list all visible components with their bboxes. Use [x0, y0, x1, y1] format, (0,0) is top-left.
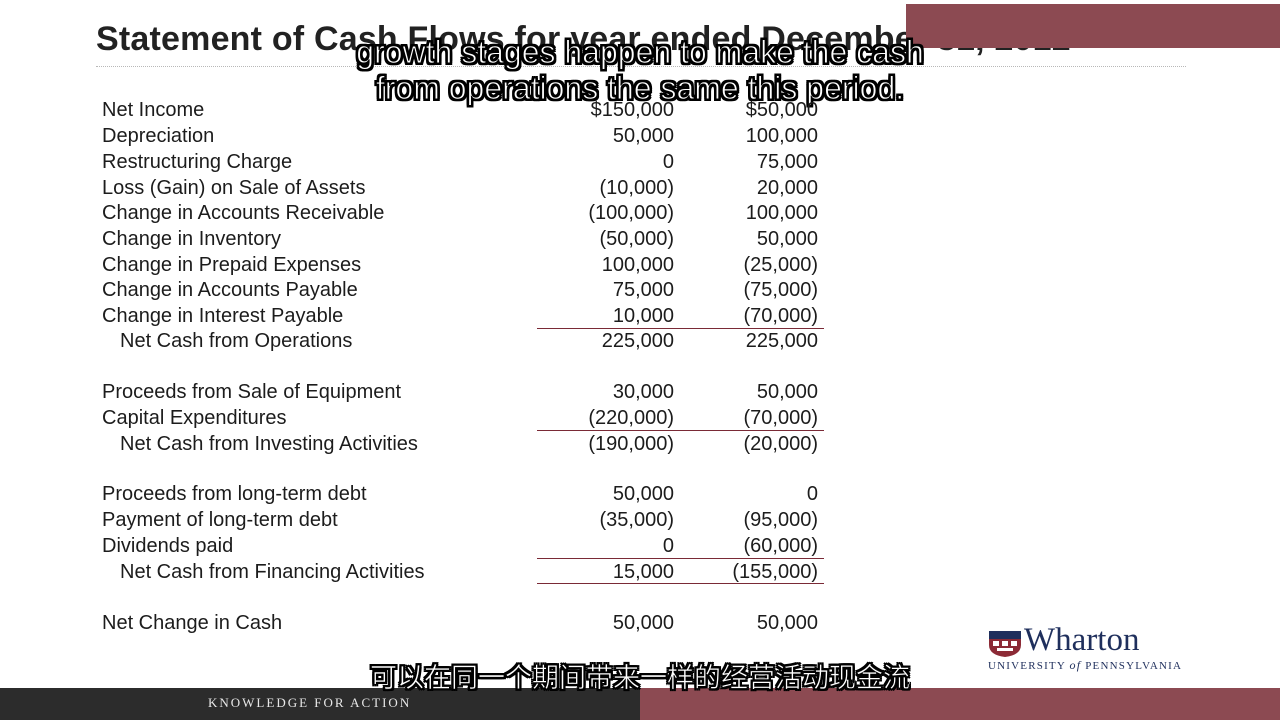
row-label: Change in Inventory: [102, 228, 282, 250]
value-col-1: 10,000: [612, 305, 674, 327]
row-net-change-cash: Net Change in Cash 50,000 50,000: [0, 611, 1280, 635]
value-col-1: (190,000): [588, 433, 674, 455]
footer-tagline: KNOWLEDGE FOR ACTION: [208, 695, 412, 710]
value-col-1: 0: [662, 151, 674, 173]
row-change-accounts-receivable: Change in Accounts Receivable (100,000) …: [0, 201, 1280, 225]
footer-bar-right: [640, 688, 1280, 720]
value-col-2: (25,000): [743, 254, 819, 276]
row-net-income: Net Income $150,000 $50,000: [0, 98, 1280, 122]
value-col-1: (35,000): [599, 509, 675, 531]
row-change-interest-payable: Change in Interest Payable 10,000 (70,00…: [0, 304, 1280, 328]
row-change-accounts-payable: Change in Accounts Payable 75,000 (75,00…: [0, 278, 1280, 302]
value-col-1: 50,000: [612, 612, 674, 634]
value-col-2: (75,000): [743, 279, 819, 301]
row-label: Net Cash from Operations: [120, 330, 353, 352]
shield-icon: [989, 631, 1021, 657]
row-change-inventory: Change in Inventory (50,000) 50,000: [0, 227, 1280, 251]
value-col-2: (70,000): [743, 407, 819, 429]
row-net-cash-operations: Net Cash from Operations 225,000 225,000: [0, 329, 1280, 353]
row-label: Proceeds from Sale of Equipment: [102, 381, 402, 403]
row-label: Net Cash from Investing Activities: [120, 433, 418, 455]
row-label: Loss (Gain) on Sale of Assets: [102, 177, 366, 199]
value-col-1: 50,000: [612, 483, 674, 505]
row-label: Change in Accounts Receivable: [102, 202, 385, 224]
subtotal-rule-financing-top: [537, 558, 824, 559]
value-col-2: 225,000: [745, 330, 818, 352]
value-col-2: (20,000): [743, 433, 819, 455]
row-net-cash-investing: Net Cash from Investing Activities (190,…: [0, 432, 1280, 456]
row-change-prepaid-expenses: Change in Prepaid Expenses 100,000 (25,0…: [0, 253, 1280, 277]
value-col-2: (155,000): [732, 561, 818, 583]
subtitle-chinese: 可以在同一个期间带来一样的经营活动现金流: [370, 663, 911, 695]
row-label: Proceeds from long-term debt: [102, 483, 367, 505]
value-col-1: (10,000): [599, 177, 675, 199]
row-capital-expenditures: Capital Expenditures (220,000) (70,000): [0, 406, 1280, 430]
row-proceeds-sale-equipment: Proceeds from Sale of Equipment 30,000 5…: [0, 380, 1280, 404]
row-label: Net Income: [102, 99, 205, 121]
subtitle-english-line2: from operations the same this period.: [375, 70, 905, 107]
value-col-2: (95,000): [743, 509, 819, 531]
row-loss-gain-sale-assets: Loss (Gain) on Sale of Assets (10,000) 2…: [0, 176, 1280, 200]
value-col-1: 30,000: [612, 381, 674, 403]
row-dividends-paid: Dividends paid 0 (60,000): [0, 534, 1280, 558]
value-col-1: 0: [662, 535, 674, 557]
value-col-2: 0: [806, 483, 818, 505]
value-col-2: 50,000: [756, 228, 818, 250]
row-label: Net Change in Cash: [102, 612, 283, 634]
row-label: Change in Accounts Payable: [102, 279, 358, 301]
value-col-1: 225,000: [601, 330, 674, 352]
value-col-2: 50,000: [756, 612, 818, 634]
row-net-cash-financing: Net Cash from Financing Activities 15,00…: [0, 560, 1280, 584]
subtitle-overlay-box: [906, 4, 1280, 48]
value-col-2: 50,000: [756, 381, 818, 403]
value-col-2: 75,000: [756, 151, 818, 173]
row-proceeds-long-term-debt: Proceeds from long-term debt 50,000 0: [0, 482, 1280, 506]
wharton-logo: Wharton UNIVERSITY of PENNSYLVANIA: [988, 622, 1194, 672]
subtotal-rule-investing: [537, 430, 824, 431]
value-col-1: 15,000: [612, 561, 674, 583]
row-label: Change in Prepaid Expenses: [102, 254, 362, 276]
value-col-2: 100,000: [745, 202, 818, 224]
row-label: Restructuring Charge: [102, 151, 293, 173]
value-col-1: $150,000: [590, 99, 674, 121]
value-col-1: 50,000: [612, 125, 674, 147]
row-label: Change in Interest Payable: [102, 305, 344, 327]
row-label: Dividends paid: [102, 535, 234, 557]
value-col-1: 100,000: [601, 254, 674, 276]
row-depreciation: Depreciation 50,000 100,000: [0, 124, 1280, 148]
subtotal-rule-operations: [537, 328, 824, 329]
value-col-1: (50,000): [599, 228, 675, 250]
logo-subtitle: UNIVERSITY of PENNSYLVANIA: [988, 658, 1183, 672]
row-label: Payment of long-term debt: [102, 509, 338, 531]
subtotal-rule-financing-bottom: [537, 583, 824, 584]
value-col-2: 20,000: [756, 177, 818, 199]
footer-bar-left: KNOWLEDGE FOR ACTION: [0, 688, 640, 720]
value-col-1: 75,000: [612, 279, 674, 301]
row-restructuring-charge: Restructuring Charge 0 75,000: [0, 150, 1280, 174]
row-payment-long-term-debt: Payment of long-term debt (35,000) (95,0…: [0, 508, 1280, 532]
row-label: Depreciation: [102, 125, 215, 147]
row-label: Capital Expenditures: [102, 407, 287, 429]
title-divider: [96, 66, 1186, 67]
value-col-1: (100,000): [588, 202, 674, 224]
value-col-2: (70,000): [743, 305, 819, 327]
row-label: Net Cash from Financing Activities: [120, 561, 425, 583]
value-col-2: $50,000: [745, 99, 818, 121]
value-col-2: 100,000: [745, 125, 818, 147]
logo-wordmark: Wharton: [1024, 622, 1140, 658]
value-col-2: (60,000): [743, 535, 819, 557]
value-col-1: (220,000): [588, 407, 674, 429]
subtitle-english-line1: growth stages happen to make the cash: [356, 34, 924, 71]
